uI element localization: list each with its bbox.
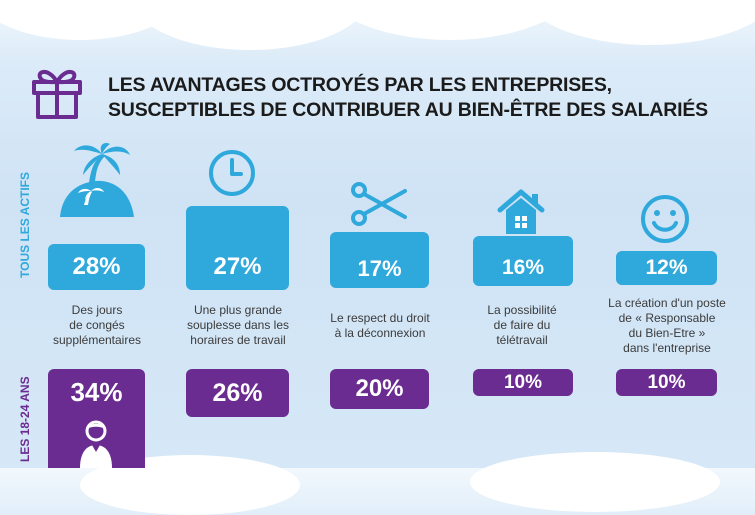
value-text: 10%: [647, 371, 686, 393]
desc-deconnexion: Le respect du droit à la déconnexion: [316, 311, 444, 341]
value-young-deconnexion: 20%: [330, 369, 429, 409]
scissors-icon: [351, 182, 407, 226]
desc-line: Une plus grande: [193, 303, 283, 317]
desc-line: de faire du: [493, 318, 551, 332]
desc-line: de « Responsable: [618, 311, 716, 325]
desc-line: dans l'entreprise: [623, 341, 711, 355]
clock-icon: [209, 150, 255, 196]
label-all-workers: TOUS LES ACTIFS: [18, 171, 32, 278]
desc-line: à la déconnexion: [334, 326, 426, 340]
value-young-responsable: 10%: [616, 369, 717, 396]
value-text: 34%: [70, 377, 123, 407]
value-text: 20%: [355, 375, 404, 402]
value-young-teletravail: 10%: [473, 369, 573, 396]
desc-line: Le respect du droit: [330, 311, 430, 325]
value-all-responsable: 12%: [616, 251, 717, 285]
desc-horaires: Une plus grande souplesse dans les horai…: [172, 303, 304, 348]
desc-line: souplesse dans les: [186, 318, 290, 332]
desc-responsable: La création d'un poste de « Responsable …: [596, 296, 738, 356]
desc-conges: Des jours de congés supplémentaires: [38, 303, 156, 348]
desc-line: de congés: [69, 318, 125, 332]
desc-teletravail: La possibilité de faire du télétravail: [462, 303, 582, 348]
cloud-decoration: [470, 452, 720, 512]
desc-line: supplémentaires: [52, 333, 142, 347]
value-all-deconnexion: 17%: [330, 232, 429, 288]
desc-line: télétravail: [496, 333, 548, 347]
palm-island-icon: [60, 143, 134, 217]
infographic-title: LES AVANTAGES OCTROYÉS PAR LES ENTREPRIS…: [108, 73, 748, 123]
desc-line: La possibilité: [487, 303, 557, 317]
cloud-decoration: [520, 0, 755, 45]
desc-line: horaires de travail: [190, 333, 286, 347]
smiley-icon: [641, 195, 689, 243]
value-all-conges: 28%: [48, 244, 145, 290]
desc-line: du Bien-Etre »: [628, 326, 706, 340]
title-line-2: SUSCEPTIBLES DE CONTRIBUER AU BIEN-ÊTRE …: [108, 99, 708, 121]
desc-line: La création d'un poste: [608, 296, 726, 310]
value-text: 26%: [212, 378, 263, 407]
person-icon: [80, 420, 112, 468]
gift-icon: [32, 70, 82, 119]
desc-line: Des jours: [71, 303, 123, 317]
value-all-teletravail: 16%: [473, 236, 573, 286]
value-young-horaires: 26%: [186, 369, 289, 417]
label-18-24: LES 18-24 ANS: [18, 376, 32, 462]
value-all-horaires: 27%: [186, 206, 289, 290]
house-icon: [497, 189, 545, 234]
title-line-1: LES AVANTAGES OCTROYÉS PAR LES ENTREPRIS…: [108, 74, 612, 96]
value-text: 10%: [503, 371, 543, 393]
